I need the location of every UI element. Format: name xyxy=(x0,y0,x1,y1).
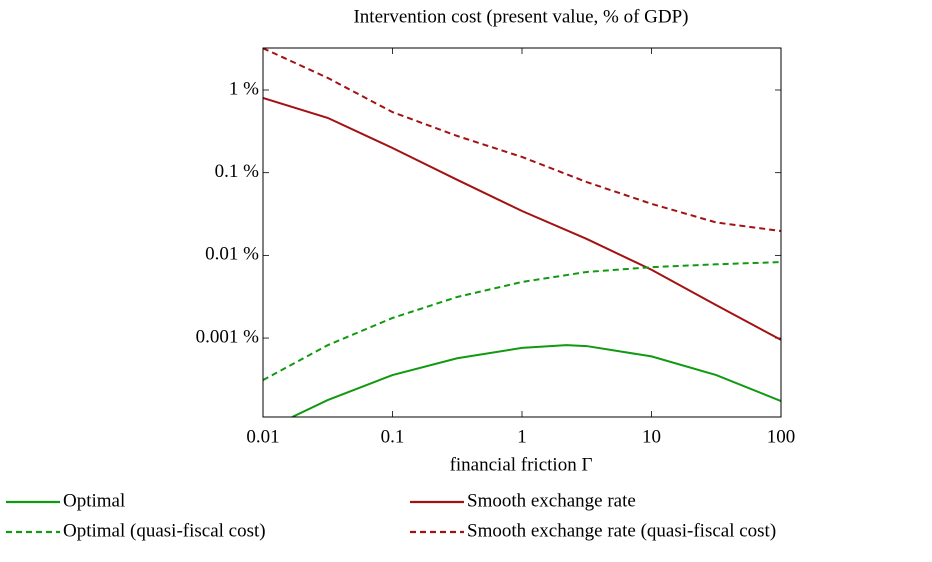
x-tick-label: 100 xyxy=(767,426,796,447)
legend-label: Optimal (quasi-fiscal cost) xyxy=(63,520,266,541)
chart-title: Intervention cost (present value, % of G… xyxy=(353,6,688,27)
plot-frame xyxy=(262,47,782,418)
x-axis-label: financial friction Γ xyxy=(450,454,593,475)
y-tick-label: 0.1 % xyxy=(215,161,260,182)
x-tick-label: 10 xyxy=(642,426,661,447)
legend-label: Smooth exchange rate (quasi-fiscal cost) xyxy=(467,520,776,541)
line-series xyxy=(263,97,781,341)
line-series xyxy=(263,261,781,381)
legend-label: Smooth exchange rate xyxy=(467,490,636,511)
legend-label: Optimal xyxy=(63,490,125,511)
x-tick-label: 1 xyxy=(517,426,527,447)
y-tick-label: 0.001 % xyxy=(196,326,260,347)
line-series xyxy=(291,344,781,417)
y-tick-label: 1 % xyxy=(229,78,259,99)
x-tick-label: 0.01 xyxy=(246,426,279,447)
y-tick-label: 0.01 % xyxy=(205,244,259,265)
line-series xyxy=(263,48,781,233)
x-tick-label: 0.1 xyxy=(381,426,405,447)
